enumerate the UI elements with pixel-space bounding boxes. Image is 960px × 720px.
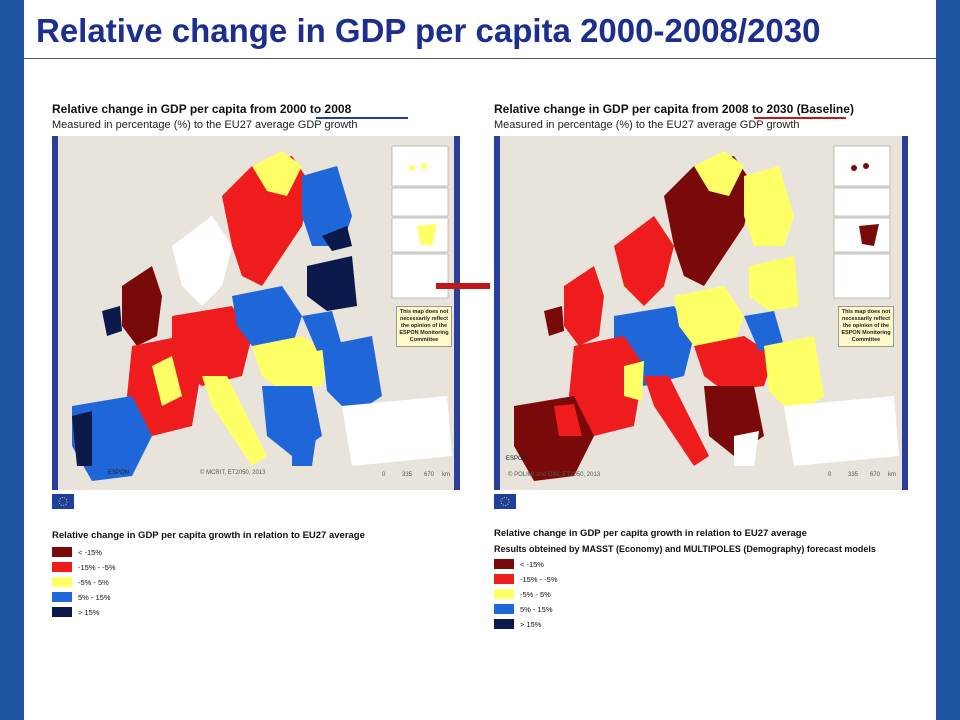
legend-swatch <box>494 589 514 599</box>
map-panel-2000-2008: Relative change in GDP per capita from 2… <box>48 90 466 642</box>
legend-item: < -15% <box>52 546 102 558</box>
legend-subtitle: Results obteined by MASST (Economy) and … <box>494 544 876 554</box>
legend-swatch <box>52 562 72 572</box>
map-copyright: © MCRIT, ET2050, 2013 <box>200 470 266 476</box>
map-title: Relative change in GDP per capita from 2… <box>494 102 854 116</box>
right-frame-bar <box>936 0 960 720</box>
legend-item: 5% - 15% <box>52 591 111 603</box>
europe-map <box>58 136 454 490</box>
legend-label: > 15% <box>78 607 100 617</box>
legend-label: -15% - -5% <box>78 562 116 572</box>
legend-label: < -15% <box>520 559 544 569</box>
legend-swatch <box>494 619 514 629</box>
legend-swatch <box>52 577 72 587</box>
europe-map <box>500 136 902 490</box>
legend-item: -5% - 5% <box>494 588 551 600</box>
legend-title: Relative change in GDP per capita growth… <box>52 530 365 541</box>
legend-label: -5% - 5% <box>520 589 551 599</box>
map-frame: This map does not necessarily reflect th… <box>494 136 908 490</box>
slide-title: Relative change in GDP per capita 2000-2… <box>36 12 821 49</box>
espon-logo: ESPON <box>506 456 528 462</box>
legend-label: 5% - 15% <box>78 592 111 602</box>
legend-item: 5% - 15% <box>494 603 553 615</box>
scale-670: 670 <box>424 472 435 478</box>
legend-item: -15% - -5% <box>52 561 116 573</box>
legend-label: -15% - -5% <box>520 574 558 584</box>
map-subtitle: Measured in percentage (%) to the EU27 a… <box>494 119 800 131</box>
legend-label: < -15% <box>78 547 102 557</box>
map-title-suffix: (Baseline) <box>793 102 854 116</box>
legend-swatch <box>494 559 514 569</box>
scale-unit: km <box>888 472 896 478</box>
map-copyright: © POLIMI and OIM, ET2050, 2013 <box>508 472 601 478</box>
scale-0: 0 <box>382 472 386 478</box>
disclaimer-note: This map does not necessarily reflect th… <box>396 306 452 347</box>
espon-logo: ESPON <box>108 470 130 476</box>
left-frame-bar <box>0 0 24 720</box>
map-title-period: 2000 to 2008 <box>279 102 352 116</box>
legend-swatch <box>52 607 72 617</box>
legend-item: -15% - -5% <box>494 573 558 585</box>
eu-flag-logo <box>494 494 516 509</box>
scale-335: 335 <box>848 472 859 478</box>
map-frame: This map does not necessarily reflect th… <box>52 136 460 490</box>
legend-item: > 15% <box>494 618 541 630</box>
legend-label: -5% - 5% <box>78 577 109 587</box>
legend-swatch <box>52 547 72 557</box>
legend-swatch <box>494 604 514 614</box>
legend-item: > 15% <box>52 606 99 618</box>
period-underline <box>316 117 408 119</box>
legend-label: 5% - 15% <box>520 604 553 614</box>
legend-label: > 15% <box>520 619 542 629</box>
title-divider <box>24 58 936 59</box>
map-title: Relative change in GDP per capita from 2… <box>52 102 351 116</box>
scale-335: 335 <box>402 472 413 478</box>
map-panel-2008-2030: Relative change in GDP per capita from 2… <box>490 90 916 642</box>
legend-swatch <box>52 592 72 602</box>
scale-unit: km <box>442 472 450 478</box>
legend-title: Relative change in GDP per capita growth… <box>494 528 807 539</box>
map-subtitle: Measured in percentage (%) to the EU27 a… <box>52 119 358 131</box>
map-title-prefix: Relative change in GDP per capita from <box>494 102 722 116</box>
legend-swatch <box>494 574 514 584</box>
period-underline <box>754 117 846 119</box>
map-title-period: 2008 to 2030 <box>721 102 794 116</box>
legend-item: -5% - 5% <box>52 576 109 588</box>
scale-670: 670 <box>870 472 881 478</box>
map-title-prefix: Relative change in GDP per capita from <box>52 102 280 116</box>
disclaimer-note: This map does not necessarily reflect th… <box>838 306 894 347</box>
legend-item: < -15% <box>494 558 544 570</box>
scale-0: 0 <box>828 472 832 478</box>
eu-flag-logo <box>52 494 74 509</box>
